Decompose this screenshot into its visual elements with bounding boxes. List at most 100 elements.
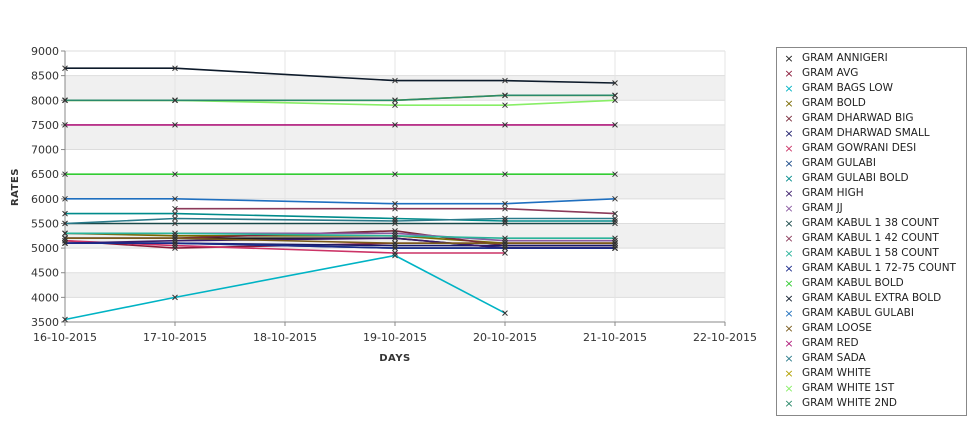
data-point bbox=[172, 237, 178, 244]
legend-marker-icon: × bbox=[784, 397, 794, 410]
data-point bbox=[62, 237, 68, 244]
data-point bbox=[172, 97, 178, 104]
data-point bbox=[172, 245, 178, 251]
data-point bbox=[392, 240, 398, 247]
x-tick-label: 19-10-2015 bbox=[363, 331, 427, 344]
legend-label: GRAM LOOSE bbox=[802, 322, 872, 334]
line-chart: 3500 4000 4500 5000 5500 6000 6500 7000 7500 8000… bbox=[10, 45, 757, 364]
data-point bbox=[612, 210, 618, 217]
legend-item[interactable]: × GRAM KABUL EXTRA BOLD bbox=[777, 291, 966, 306]
data-point bbox=[172, 210, 178, 217]
data-point bbox=[502, 218, 508, 224]
y-axis-title: RATES bbox=[10, 168, 21, 206]
legend-item[interactable]: × GRAM KABUL BOLD bbox=[777, 276, 966, 291]
legend-item[interactable]: × GRAM GULABI bbox=[777, 156, 966, 171]
data-point bbox=[62, 195, 68, 202]
data-point bbox=[392, 77, 398, 84]
legend-label: GRAM KABUL GULABI bbox=[802, 307, 914, 319]
data-point bbox=[612, 215, 618, 222]
legend-item[interactable]: × GRAM WHITE 2ND bbox=[777, 396, 966, 411]
legend-item[interactable]: × GRAM KABUL 1 72-75 COUNT bbox=[777, 261, 966, 276]
legend-item[interactable]: × GRAM AVG bbox=[777, 66, 966, 81]
series-line bbox=[175, 207, 616, 215]
data-point bbox=[612, 218, 618, 224]
data-point bbox=[612, 97, 618, 104]
legend-item[interactable]: × GRAM JJ bbox=[777, 201, 966, 216]
data-point bbox=[172, 122, 178, 128]
data-point bbox=[612, 245, 618, 251]
legend-marker-icon: × bbox=[784, 127, 794, 140]
legend-item[interactable]: × GRAM GULABI BOLD bbox=[777, 171, 966, 186]
data-point bbox=[392, 171, 398, 178]
legend-item[interactable]: × GRAM BOLD bbox=[777, 96, 966, 111]
legend-item[interactable]: × GRAM LOOSE bbox=[777, 321, 966, 336]
legend-item[interactable]: × GRAM RED bbox=[777, 336, 966, 351]
data-point bbox=[502, 220, 508, 227]
y-tick-label: 7000 bbox=[31, 144, 59, 157]
legend-marker-icon: × bbox=[784, 202, 794, 215]
y-tick-label: 9000 bbox=[31, 45, 59, 58]
data-point bbox=[172, 195, 178, 202]
data-point bbox=[502, 215, 508, 222]
legend-label: GRAM BAGS LOW bbox=[802, 82, 894, 94]
data-point bbox=[612, 235, 618, 242]
legend-item[interactable]: × GRAM SADA bbox=[777, 351, 966, 366]
x-tick-label: 16-10-2015 bbox=[33, 331, 97, 344]
data-point bbox=[172, 65, 178, 72]
legend-marker-icon: × bbox=[784, 337, 794, 350]
legend: × GRAM ANNIGERI × GRAM AVG × GRAM BAGS LOW × GR… bbox=[776, 47, 967, 416]
data-point bbox=[612, 237, 618, 244]
data-point bbox=[392, 220, 398, 227]
legend-label: GRAM GOWRANI DESI bbox=[802, 142, 917, 154]
legend-marker-icon: × bbox=[784, 307, 794, 320]
data-point bbox=[612, 122, 618, 128]
data-point bbox=[62, 316, 68, 323]
legend-label: GRAM AVG bbox=[802, 67, 859, 79]
legend-item[interactable]: × GRAM ANNIGERI bbox=[777, 51, 966, 66]
legend-label: GRAM DHARWAD BIG bbox=[802, 112, 914, 124]
data-point bbox=[502, 242, 508, 249]
data-point bbox=[502, 102, 508, 109]
data-point bbox=[502, 171, 508, 178]
data-point bbox=[62, 97, 68, 104]
legend-marker-icon: × bbox=[784, 82, 794, 95]
legend-item[interactable]: × GRAM DHARWAD BIG bbox=[777, 111, 966, 126]
legend-marker-icon: × bbox=[784, 292, 794, 305]
data-point bbox=[392, 232, 398, 239]
y-tick-label: 4500 bbox=[31, 267, 59, 280]
legend-item[interactable]: × GRAM GOWRANI DESI bbox=[777, 141, 966, 156]
data-point bbox=[62, 240, 68, 247]
legend-label: GRAM KABUL 1 72-75 COUNT bbox=[802, 262, 956, 274]
data-point bbox=[62, 230, 68, 237]
legend-marker-icon: × bbox=[784, 232, 794, 245]
legend-item[interactable]: × GRAM BAGS LOW bbox=[777, 81, 966, 96]
legend-label: GRAM RED bbox=[802, 337, 859, 349]
data-point bbox=[172, 242, 178, 249]
legend-marker-icon: × bbox=[784, 262, 794, 275]
legend-item[interactable]: × GRAM KABUL 1 42 COUNT bbox=[777, 231, 966, 246]
data-point bbox=[612, 80, 618, 86]
legend-label: GRAM WHITE 2ND bbox=[802, 397, 897, 409]
data-point bbox=[612, 92, 618, 99]
y-tick-label: 6500 bbox=[31, 168, 59, 181]
legend-label: GRAM KABUL EXTRA BOLD bbox=[802, 292, 942, 304]
legend-item[interactable]: × GRAM KABUL GULABI bbox=[777, 306, 966, 321]
legend-label: GRAM GULABI bbox=[802, 157, 876, 169]
legend-marker-icon: × bbox=[784, 67, 794, 80]
data-point bbox=[612, 242, 618, 249]
legend-marker-icon: × bbox=[784, 52, 794, 65]
data-point bbox=[392, 215, 398, 222]
data-point bbox=[62, 171, 68, 178]
legend-item[interactable]: × GRAM WHITE 1ST bbox=[777, 381, 966, 396]
legend-marker-icon: × bbox=[784, 352, 794, 365]
legend-item[interactable]: × GRAM WHITE bbox=[777, 366, 966, 381]
legend-item[interactable]: × GRAM KABUL 1 58 COUNT bbox=[777, 246, 966, 261]
legend-marker-icon: × bbox=[784, 322, 794, 335]
legend-item[interactable]: × GRAM KABUL 1 38 COUNT bbox=[777, 216, 966, 231]
y-tick-label: 5500 bbox=[31, 217, 59, 230]
legend-marker-icon: × bbox=[784, 97, 794, 110]
legend-item[interactable]: × GRAM HIGH bbox=[777, 186, 966, 201]
legend-item[interactable]: × GRAM DHARWAD SMALL bbox=[777, 126, 966, 141]
legend-label: GRAM WHITE 1ST bbox=[802, 382, 895, 394]
data-point bbox=[392, 122, 398, 128]
